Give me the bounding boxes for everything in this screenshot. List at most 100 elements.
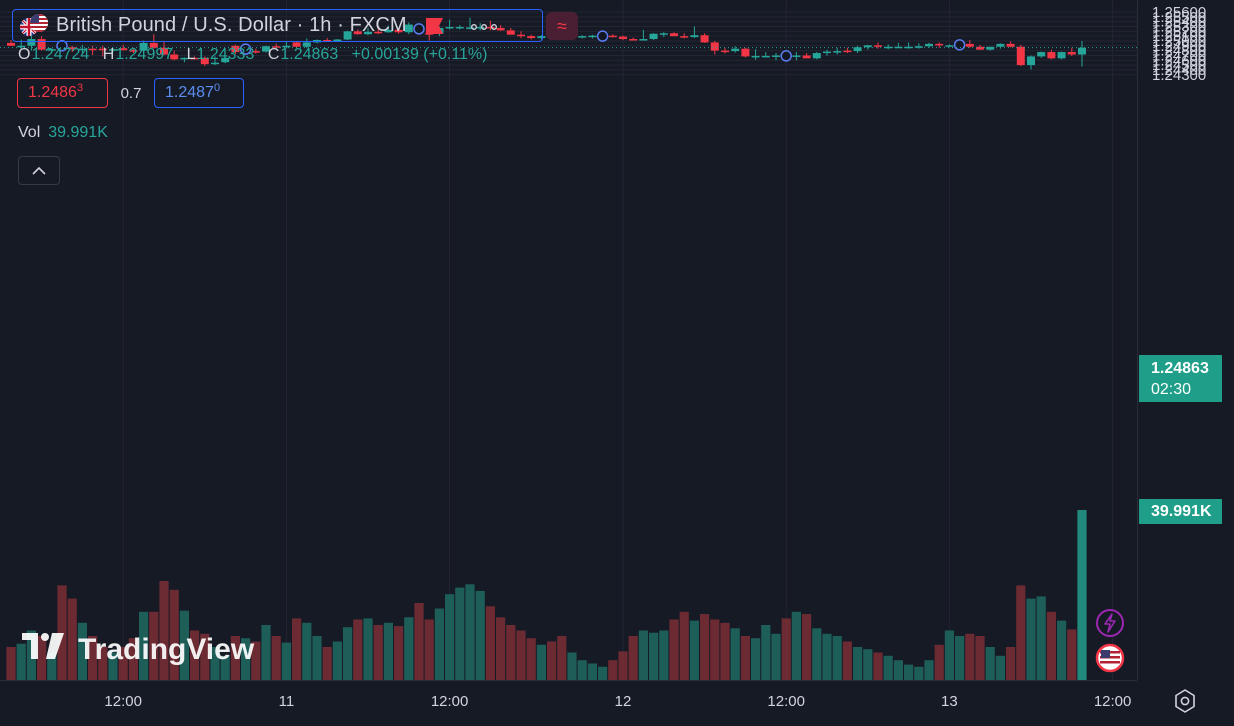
volume-bar — [363, 618, 373, 680]
candle-body — [537, 36, 546, 39]
low-label: L — [186, 46, 196, 63]
sell-button[interactable]: 1.2486 3 — [17, 78, 108, 108]
volume-bar — [618, 651, 628, 680]
candle-body — [1047, 52, 1056, 59]
candle-body — [47, 49, 56, 51]
buy-price: 1.2487 — [165, 84, 214, 101]
candle-body — [1067, 52, 1076, 55]
candle — [1067, 47, 1076, 56]
volume-bar — [761, 625, 771, 680]
candle-body — [98, 48, 107, 51]
candle — [404, 22, 413, 35]
candle — [619, 35, 627, 41]
candle — [364, 27, 372, 36]
candle — [506, 27, 515, 35]
time-axis[interactable]: 12:00 11 12:00 12 12:00 13 12:00 — [104, 693, 1131, 710]
volume-bar — [404, 617, 414, 680]
candle-body — [710, 42, 719, 51]
wave-approx-icon[interactable]: ≈ — [546, 12, 578, 40]
volume-bar — [230, 636, 240, 680]
candle-body — [659, 33, 668, 35]
volume-bar — [689, 620, 699, 680]
volume-bar — [506, 625, 516, 680]
price-tick-label: 1.25000 — [1152, 33, 1206, 50]
candle-body — [7, 42, 15, 46]
volume-price-tag: 39.991K — [1139, 499, 1222, 524]
candle-body — [221, 57, 230, 63]
candle-body — [404, 24, 413, 33]
candle-body — [741, 48, 750, 57]
event-marker-dot[interactable] — [56, 40, 68, 52]
collapse-legend-button[interactable] — [18, 156, 60, 185]
candle — [639, 29, 648, 41]
candle — [894, 42, 903, 49]
volume-bar — [771, 633, 781, 680]
price-tick-label: 1.24700 — [1152, 47, 1206, 64]
chart-settings-button[interactable] — [1171, 687, 1199, 715]
time-tick-label: 12:00 — [1094, 693, 1132, 710]
candle-body — [343, 31, 352, 40]
volume-bar — [465, 584, 475, 680]
quote-row: 1.2486 3 0.7 1.2487 0 — [17, 78, 244, 108]
time-tick-label: 12:00 — [431, 693, 469, 710]
candle-body — [139, 42, 148, 51]
candle-body — [17, 45, 26, 48]
candle-body — [180, 57, 189, 60]
candle-body — [853, 47, 862, 52]
more-dots-icon[interactable] — [470, 17, 497, 35]
candle — [302, 38, 311, 49]
candle-body — [445, 26, 454, 29]
volume-bar — [638, 630, 648, 680]
volume-bar — [434, 608, 444, 680]
event-marker-dot[interactable] — [953, 39, 966, 51]
volume-bar — [281, 642, 291, 680]
price-axis[interactable]: 1.256001.255001.254001.253001.252001.251… — [1152, 4, 1206, 84]
volume-bar — [740, 636, 750, 680]
candle — [812, 52, 821, 60]
event-marker-dot[interactable] — [780, 50, 792, 62]
high-value: 1.24997 — [115, 46, 174, 63]
candle — [200, 56, 209, 67]
candle-body — [802, 55, 811, 59]
market-closed-flag-icon[interactable] — [425, 17, 445, 35]
volume-bar — [485, 606, 495, 680]
volume-bar — [88, 636, 98, 680]
candle — [578, 35, 587, 39]
volume-bar — [853, 647, 863, 680]
volume-bar — [700, 614, 710, 680]
candle — [945, 44, 954, 48]
lightning-event-icon[interactable] — [1095, 608, 1125, 638]
volume-bar — [893, 660, 903, 680]
candle — [588, 34, 597, 39]
volume-bar — [730, 628, 740, 680]
volume-bar — [628, 636, 638, 680]
volume-bar — [904, 664, 914, 680]
candle-body — [466, 27, 474, 29]
candle-body — [384, 29, 393, 33]
candle — [884, 44, 893, 50]
open-value: 1.24724 — [31, 46, 90, 63]
candle — [629, 37, 638, 41]
volume-bar — [924, 660, 934, 680]
candle — [466, 17, 474, 30]
candle-body — [68, 47, 77, 50]
volume-value: 39.991K — [48, 124, 108, 141]
candle-body — [914, 46, 923, 48]
volume-bar — [139, 611, 149, 680]
sell-price: 1.2486 — [28, 84, 77, 101]
candle-body — [27, 39, 36, 46]
symbol-title-box[interactable]: British Pound / U.S. Dollar · 1h · FXCM — [12, 9, 543, 42]
candle-body — [700, 35, 709, 43]
candle — [139, 40, 148, 53]
price-tick-label: 1.24500 — [1152, 57, 1206, 74]
buy-button[interactable]: 1.2487 0 — [154, 78, 244, 108]
us-economic-event-icon[interactable] — [1095, 643, 1125, 673]
candle-body — [333, 39, 342, 42]
event-marker-dot[interactable] — [413, 23, 425, 35]
volume-bar — [577, 660, 587, 680]
candle — [721, 47, 729, 54]
event-marker-dot[interactable] — [239, 43, 252, 55]
event-marker-dot[interactable] — [596, 30, 609, 42]
time-tick-label: 11 — [279, 693, 295, 710]
